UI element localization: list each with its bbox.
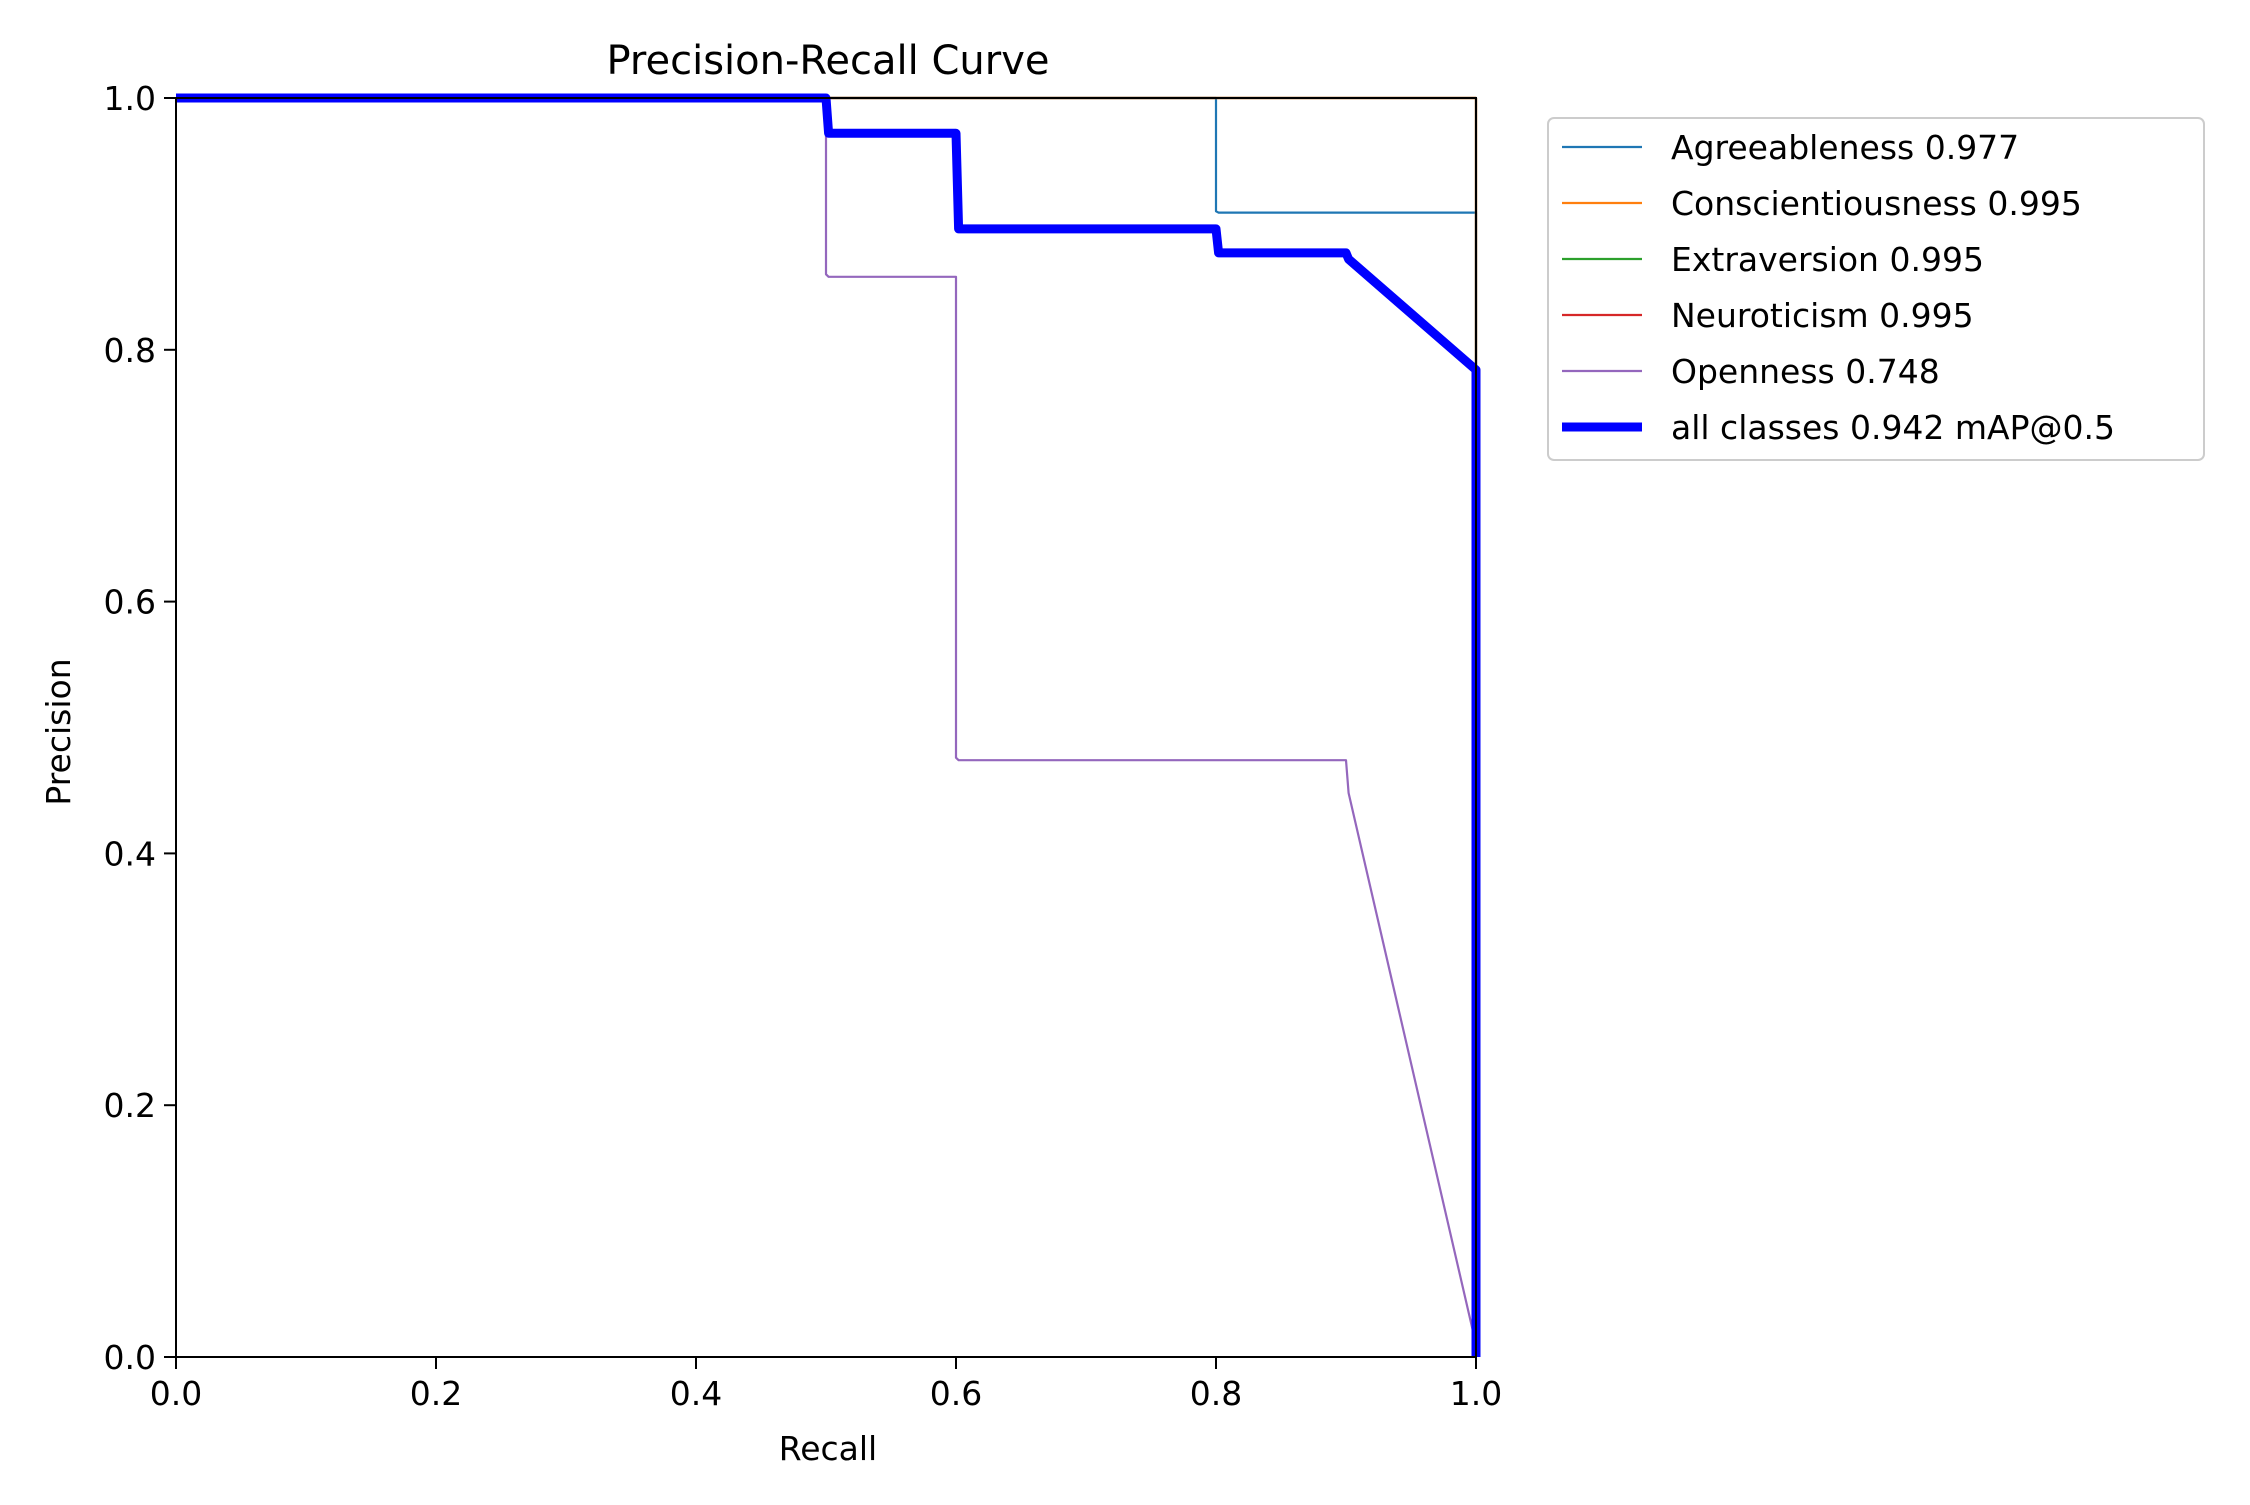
series-line-2	[176, 96, 1478, 1357]
legend-label: Neuroticism 0.995	[1671, 296, 1974, 335]
legend-label: Extraversion 0.995	[1671, 240, 1984, 279]
series-line-0	[176, 96, 1478, 1357]
x-tick-label: 0.0	[150, 1374, 202, 1413]
y-tick-label: 0.2	[104, 1086, 156, 1125]
series-line-3	[176, 96, 1478, 1357]
x-tick-label: 0.4	[670, 1374, 722, 1413]
x-tick-label: 0.6	[930, 1374, 982, 1413]
y-axis-label: Precision	[39, 658, 78, 805]
y-tick-label: 0.4	[104, 834, 156, 873]
y-tick-label: 0.0	[104, 1338, 156, 1377]
series-line-4	[176, 96, 1478, 1357]
x-axis-label: Recall	[779, 1429, 877, 1468]
y-tick-label: 0.6	[104, 583, 156, 622]
x-tick-label: 0.2	[410, 1374, 462, 1413]
chart-title: Precision-Recall Curve	[607, 38, 1050, 84]
legend: Agreeableness 0.977 Conscientiousness 0.9…	[1547, 117, 2205, 461]
y-tick-label: 1.0	[104, 79, 156, 118]
legend-label: Openness 0.748	[1671, 352, 1940, 391]
y-tick-label: 0.8	[104, 331, 156, 370]
axes-frame	[175, 97, 1477, 1358]
plot-lines	[176, 93, 1481, 1357]
series-line-1	[176, 96, 1478, 1357]
legend-label: Agreeableness 0.977	[1671, 128, 2019, 167]
legend-label: Conscientiousness 0.995	[1671, 184, 2082, 223]
legend-label: all classes 0.942 mAP@0.5	[1671, 408, 2115, 447]
legend-box	[1547, 117, 2205, 461]
axis-ticks: 0.0 0.2 0.4 0.6 0.8 1.0 0.0 0.2 0.4 0.6 0.8 1.0	[104, 79, 1503, 1413]
series-line-5	[176, 93, 1481, 1357]
x-tick-label: 0.8	[1190, 1374, 1242, 1413]
x-tick-label: 1.0	[1450, 1374, 1502, 1413]
